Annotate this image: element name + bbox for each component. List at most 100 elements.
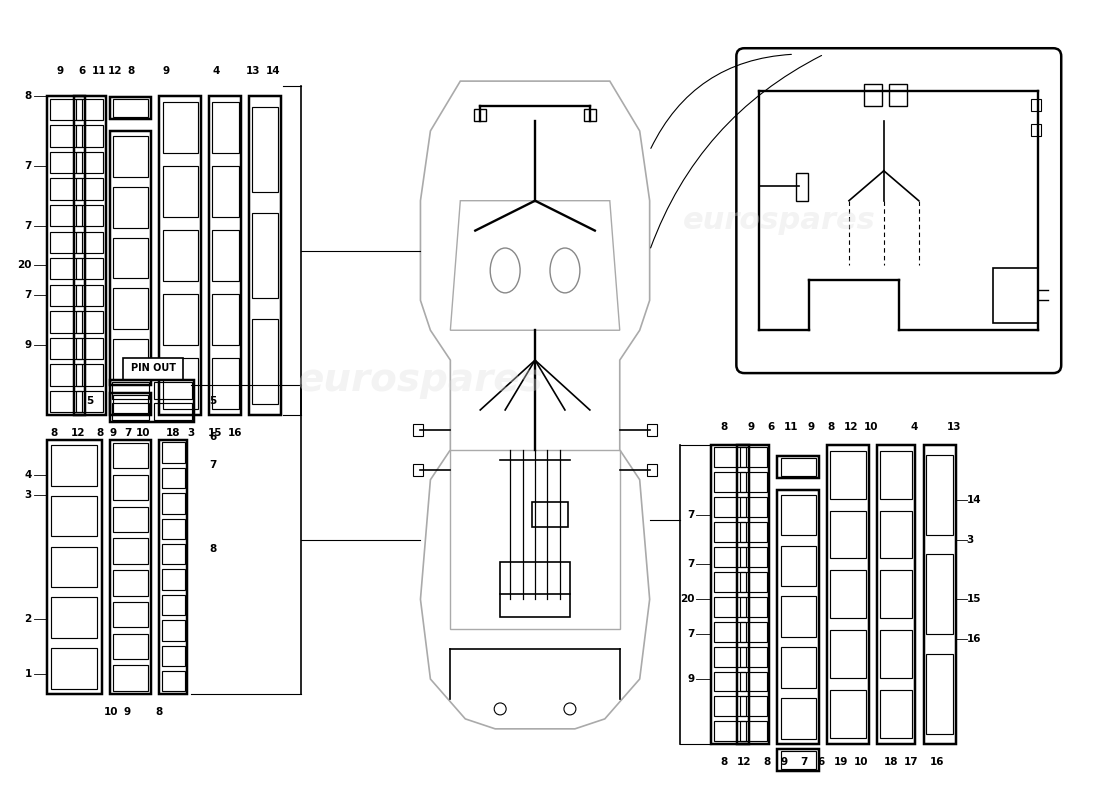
- Bar: [889, 84, 906, 106]
- Text: 3: 3: [188, 428, 195, 438]
- Bar: [715, 472, 746, 492]
- Bar: [163, 294, 198, 345]
- Bar: [76, 126, 103, 146]
- Text: 9: 9: [748, 422, 755, 432]
- Bar: [781, 751, 816, 769]
- Ellipse shape: [564, 703, 576, 715]
- Bar: [740, 697, 767, 716]
- Text: 9: 9: [163, 66, 169, 76]
- Bar: [781, 597, 816, 637]
- Bar: [76, 311, 103, 333]
- Text: eurospares: eurospares: [683, 206, 876, 235]
- Text: 9: 9: [24, 340, 32, 350]
- Bar: [715, 447, 746, 467]
- Text: 7: 7: [24, 221, 32, 230]
- Bar: [113, 136, 148, 177]
- Bar: [926, 455, 953, 534]
- Text: 7: 7: [209, 460, 217, 470]
- Bar: [715, 597, 746, 617]
- Bar: [110, 380, 195, 422]
- Text: 8: 8: [720, 757, 728, 766]
- Bar: [740, 522, 767, 542]
- Text: 9: 9: [781, 757, 788, 766]
- Text: 4: 4: [24, 470, 32, 480]
- Bar: [740, 472, 767, 492]
- Bar: [500, 562, 570, 618]
- Text: PIN OUT: PIN OUT: [131, 363, 176, 373]
- Bar: [113, 395, 148, 413]
- Text: eurospares: eurospares: [298, 361, 543, 399]
- Bar: [830, 510, 866, 558]
- Bar: [740, 597, 767, 617]
- Text: 2: 2: [24, 614, 32, 624]
- Bar: [715, 622, 746, 642]
- Bar: [880, 690, 912, 738]
- Text: 18: 18: [166, 428, 180, 438]
- Text: 6: 6: [768, 422, 774, 432]
- Bar: [76, 365, 103, 386]
- Text: 6: 6: [78, 66, 86, 76]
- Bar: [474, 109, 486, 121]
- Text: 12: 12: [737, 757, 751, 766]
- Bar: [715, 646, 746, 666]
- Bar: [51, 445, 97, 486]
- Bar: [211, 358, 239, 409]
- Bar: [926, 554, 953, 634]
- Bar: [211, 102, 239, 154]
- Bar: [252, 106, 278, 192]
- Text: 16: 16: [228, 428, 242, 438]
- Text: 7: 7: [688, 510, 694, 520]
- Bar: [50, 285, 81, 306]
- Bar: [51, 648, 97, 689]
- Bar: [112, 403, 150, 420]
- Bar: [162, 646, 185, 666]
- Bar: [796, 173, 808, 201]
- Bar: [76, 231, 103, 253]
- Text: 1: 1: [24, 669, 32, 679]
- Text: 10: 10: [864, 422, 878, 432]
- Text: 12: 12: [70, 428, 85, 438]
- Text: 4: 4: [910, 422, 917, 432]
- Text: 12: 12: [108, 66, 123, 76]
- Bar: [715, 671, 746, 691]
- Text: 20: 20: [680, 594, 694, 604]
- Text: 7: 7: [24, 290, 32, 300]
- Bar: [50, 205, 81, 226]
- Bar: [50, 178, 81, 200]
- Bar: [50, 98, 81, 120]
- Bar: [162, 518, 185, 539]
- Bar: [830, 630, 866, 678]
- Bar: [781, 647, 816, 688]
- Text: 9: 9: [807, 422, 815, 432]
- Bar: [50, 391, 81, 412]
- Bar: [50, 258, 81, 279]
- Text: 8: 8: [720, 422, 728, 432]
- Text: 4: 4: [212, 66, 220, 76]
- Bar: [110, 131, 152, 385]
- Bar: [76, 205, 103, 226]
- Bar: [50, 152, 81, 173]
- Text: 5: 5: [209, 396, 217, 406]
- Text: 3: 3: [967, 534, 974, 545]
- Text: 16: 16: [930, 757, 944, 766]
- Bar: [781, 458, 816, 475]
- Bar: [249, 96, 280, 415]
- Text: 8: 8: [24, 91, 32, 101]
- Bar: [715, 547, 746, 567]
- Bar: [51, 496, 97, 537]
- Text: 7: 7: [24, 161, 32, 171]
- Text: 18: 18: [883, 757, 898, 766]
- Bar: [740, 547, 767, 567]
- Bar: [76, 338, 103, 359]
- Bar: [113, 99, 148, 117]
- Bar: [162, 494, 185, 514]
- Bar: [154, 382, 191, 399]
- Bar: [74, 96, 106, 415]
- Bar: [113, 443, 148, 469]
- Bar: [830, 690, 866, 738]
- Bar: [163, 102, 198, 154]
- Bar: [781, 698, 816, 738]
- Bar: [110, 393, 152, 415]
- Text: 8: 8: [827, 422, 835, 432]
- Bar: [778, 456, 820, 478]
